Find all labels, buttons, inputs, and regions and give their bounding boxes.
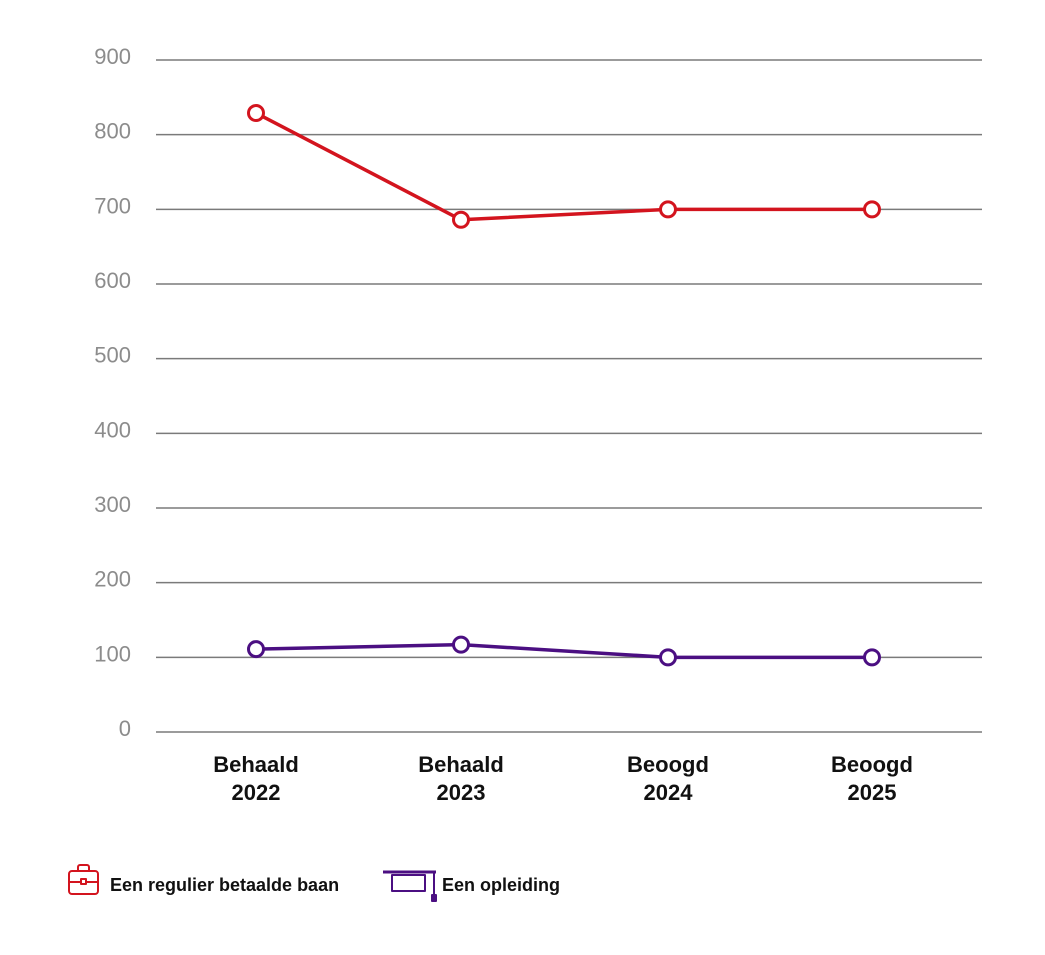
series-0 (247, 104, 881, 229)
x-tick-label-line: Behaald (418, 752, 504, 777)
x-tick-label-line: 2022 (232, 780, 281, 805)
data-point[interactable] (659, 648, 677, 667)
x-tick-label-line: 2023 (437, 780, 486, 805)
y-tick-label: 300 (94, 492, 131, 517)
y-tick-label: 100 (94, 641, 131, 666)
y-tick-label: 800 (94, 119, 131, 144)
data-point[interactable] (452, 635, 470, 654)
data-point[interactable] (452, 210, 470, 229)
y-tick-label: 900 (94, 44, 131, 69)
y-tick-label: 500 (94, 343, 131, 368)
series-1 (247, 635, 881, 667)
x-tick-label-line: Behaald (213, 752, 299, 777)
y-tick-label: 0 (119, 716, 131, 741)
x-tick-label: Behaald 2023 (418, 752, 504, 805)
data-point[interactable] (863, 200, 881, 219)
graduation-cap-icon (383, 870, 437, 902)
data-point[interactable] (863, 648, 881, 667)
y-tick-label: 400 (94, 417, 131, 442)
data-point[interactable] (659, 200, 677, 219)
legend-item-regulier-betaalde-baan[interactable]: Een regulier betaalde baan (68, 864, 339, 895)
x-tick-label-line: Beoogd (831, 752, 913, 777)
legend: Een regulier betaalde baan Een opleiding (68, 864, 560, 902)
x-tick-label-line: 2024 (644, 780, 694, 805)
legend-label-opleiding: Een opleiding (442, 875, 560, 895)
series-line (254, 642, 874, 660)
x-tick-label-line: 2025 (848, 780, 897, 805)
x-tick-label: Beoogd 2025 (831, 752, 913, 805)
legend-label-regulier-betaalde-baan: Een regulier betaalde baan (110, 875, 339, 895)
y-tick-label: 700 (94, 193, 131, 218)
y-tick-label: 200 (94, 567, 131, 592)
data-point[interactable] (247, 640, 265, 659)
x-tick-label: Behaald 2022 (213, 752, 299, 805)
series-lines (247, 104, 881, 667)
x-tick-label-line: Beoogd (627, 752, 709, 777)
briefcase-icon (68, 864, 99, 895)
legend-item-opleiding[interactable]: Een opleiding (383, 870, 560, 902)
y-axis-ticks: 0 100 200 300 400 500 600 700 800 900 (94, 44, 131, 741)
x-tick-label: Beoogd 2024 (627, 752, 709, 805)
data-point[interactable] (247, 104, 265, 123)
x-axis-ticks: Behaald 2022 Behaald 2023 Beoogd 2024 Beoogd 20… (213, 752, 913, 805)
grid-lines (156, 59, 982, 733)
y-tick-label: 600 (94, 268, 131, 293)
series-line (254, 111, 874, 222)
